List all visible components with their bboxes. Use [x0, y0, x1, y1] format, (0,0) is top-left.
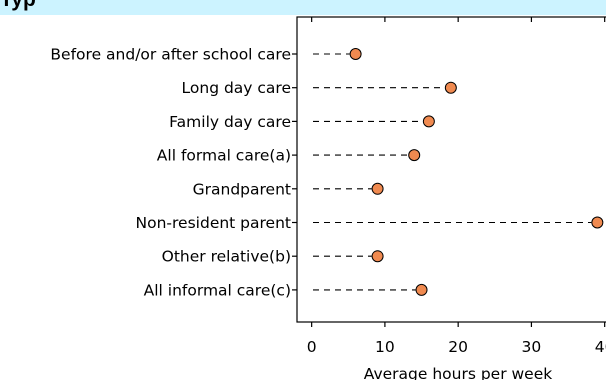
- chart-heading: Typ: [0, 0, 36, 12]
- x-tick-label-2: 20: [448, 338, 468, 356]
- category-label-5: Non-resident parent: [136, 214, 291, 232]
- category-label-4: Grandparent: [193, 180, 291, 198]
- data-point-0: [349, 48, 362, 60]
- plot-frame: [296, 16, 606, 323]
- category-label-2: Family day care: [169, 113, 291, 131]
- category-label-1: Long day care: [182, 79, 291, 97]
- data-point-4: [371, 182, 384, 195]
- x-tick-label-0: 0: [307, 338, 317, 356]
- x-tick-label-4: 40: [595, 338, 606, 356]
- x-tick-label-1: 10: [375, 338, 395, 356]
- data-point-7: [415, 283, 428, 296]
- header-band: Typ: [0, 0, 606, 15]
- category-label-3: All formal care(a): [157, 147, 291, 165]
- category-label-7: All informal care(c): [144, 281, 291, 299]
- data-point-6: [371, 250, 384, 263]
- data-point-1: [444, 81, 457, 94]
- category-label-0: Before and/or after school care: [50, 46, 291, 64]
- x-axis-label: Average hours per week: [364, 365, 553, 380]
- data-point-2: [422, 115, 435, 128]
- data-point-3: [408, 149, 421, 162]
- data-point-5: [591, 216, 604, 229]
- x-tick-label-3: 30: [522, 338, 542, 356]
- category-label-6: Other relative(b): [162, 248, 291, 266]
